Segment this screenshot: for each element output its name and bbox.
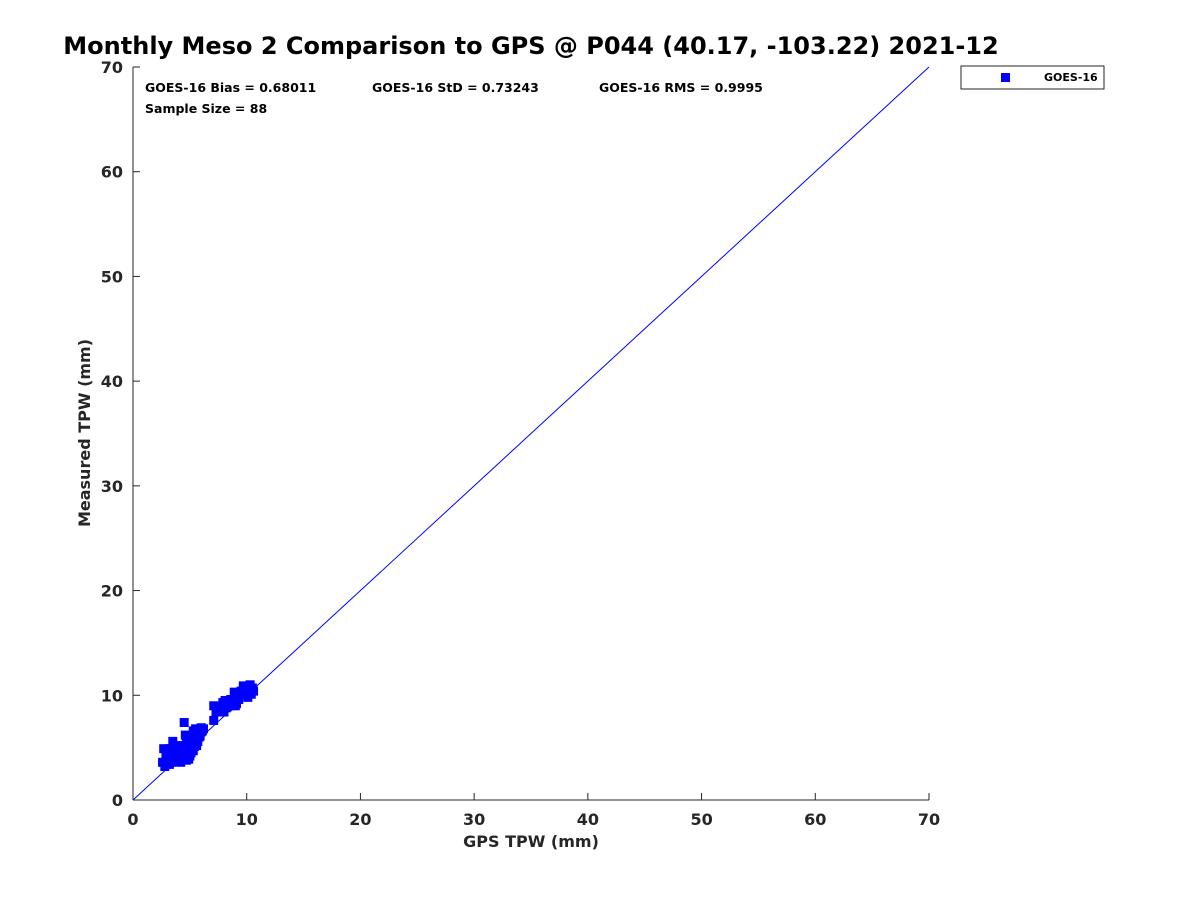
y-tick-label: 60 (101, 163, 123, 182)
data-point (246, 689, 256, 699)
data-point (168, 736, 178, 746)
x-tick-label: 40 (577, 810, 599, 829)
data-point (192, 741, 202, 751)
data-point (176, 757, 186, 767)
data-point (173, 741, 183, 751)
y-tick-label: 50 (101, 267, 123, 286)
legend-label: GOES-16 (1044, 71, 1098, 84)
x-tick-label: 20 (349, 810, 371, 829)
legend-marker-square (1001, 73, 1010, 82)
stat-sample-size: Sample Size = 88 (145, 101, 267, 116)
plot-axes (132, 67, 929, 801)
data-point (178, 748, 188, 758)
data-point (209, 715, 219, 725)
data-point (194, 732, 204, 742)
stat-std: GOES-16 StD = 0.73243 (372, 80, 539, 95)
x-axis-label: GPS TPW (mm) (463, 832, 599, 851)
data-point (237, 688, 247, 698)
data-point (242, 682, 252, 692)
stat-rms: GOES-16 RMS = 0.9995 (599, 80, 763, 95)
data-point (164, 744, 174, 754)
data-point (186, 748, 196, 758)
chart-title: Monthly Meso 2 Comparison to GPS @ P044 … (63, 32, 998, 60)
y-tick-label: 0 (112, 791, 123, 810)
data-point (226, 694, 236, 704)
data-point (218, 698, 228, 708)
data-point (166, 749, 176, 759)
one-to-one-line (132, 66, 930, 801)
data-point (172, 750, 182, 760)
y-tick-label: 20 (101, 582, 123, 601)
data-point (221, 703, 231, 713)
data-point (184, 754, 194, 764)
data-point (159, 744, 169, 754)
data-point (167, 757, 177, 767)
y-axis-label: Measured TPW (mm) (75, 339, 94, 527)
x-tick-label: 50 (690, 810, 712, 829)
data-point (160, 761, 170, 771)
x-tick-label: 0 (127, 810, 138, 829)
data-point (209, 701, 219, 711)
y-tick-label: 30 (101, 477, 123, 496)
x-tick-label: 70 (918, 810, 940, 829)
x-tick-label: 60 (804, 810, 826, 829)
data-point (161, 754, 171, 764)
x-tick-label: 10 (236, 810, 258, 829)
data-point (189, 730, 199, 740)
y-tick-label: 70 (101, 58, 123, 77)
data-point (179, 718, 189, 728)
data-point (191, 724, 201, 734)
data-point (211, 707, 221, 717)
data-point (229, 687, 239, 697)
legend: GOES-16 (960, 65, 1105, 90)
x-tick-label: 30 (463, 810, 485, 829)
data-point (183, 737, 193, 747)
axis-ticks-group: 0 10 20 30 40 50 60 70 0 10 20 30 40 50 60 70 (101, 58, 940, 829)
y-tick-label: 10 (101, 686, 123, 705)
reference-line-group (132, 66, 930, 801)
y-tick-label: 40 (101, 372, 123, 391)
data-point (196, 723, 206, 733)
stat-bias: GOES-16 Bias = 0.68011 (145, 80, 316, 95)
legend-box (960, 65, 1105, 90)
data-points-group (158, 680, 259, 771)
data-point (234, 694, 244, 704)
data-point (230, 701, 240, 711)
